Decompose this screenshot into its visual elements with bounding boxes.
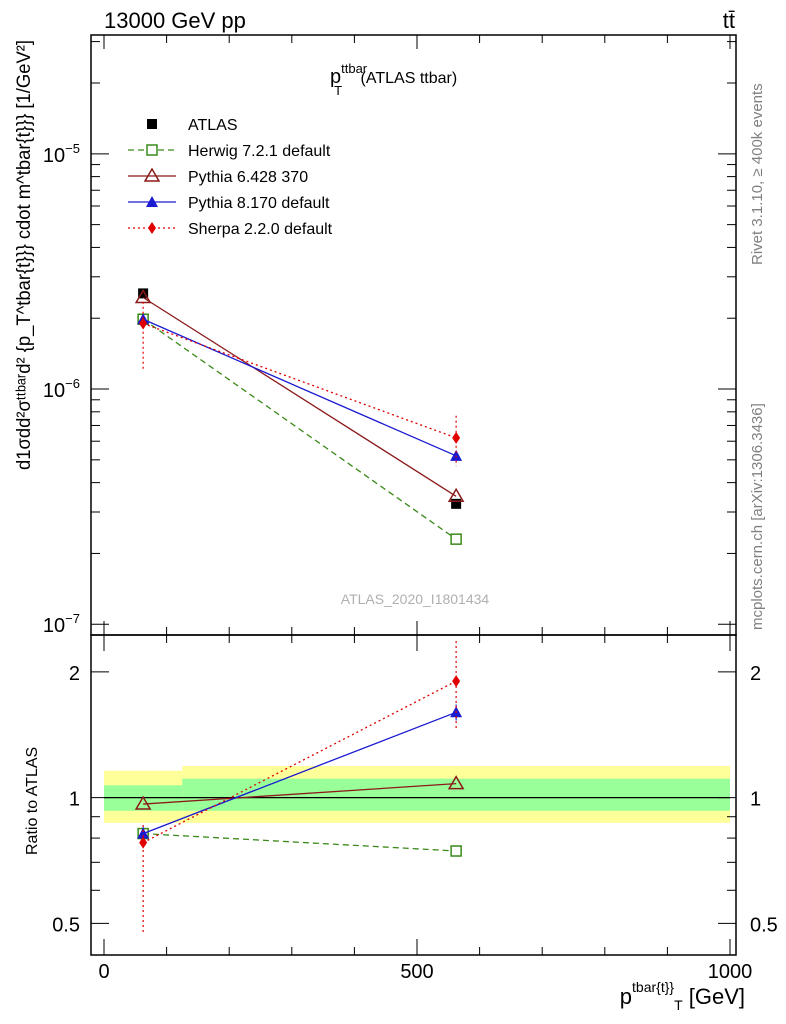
ratio-y-tick-label-right: 2 bbox=[750, 663, 761, 685]
main-title-base: p bbox=[330, 66, 341, 88]
main-sherpa-2-2-0-default-line bbox=[142, 322, 457, 439]
main-pythia-6-428-370-line bbox=[142, 296, 457, 497]
header-right-title: tt̄ bbox=[723, 8, 735, 33]
main-title: pttbar T (ATLAS ttbar) bbox=[330, 61, 457, 98]
main-y-tick-label-base: 10 bbox=[43, 615, 65, 637]
legend-herwig-7-2-1-default-label: Herwig 7.2.1 default bbox=[188, 143, 331, 160]
mcplots-label: mcplots.cern.ch [arXiv:1306.3436] bbox=[749, 403, 766, 630]
main-herwig-7-2-1-default-line bbox=[142, 318, 457, 540]
main-y-tick-label-base: 10 bbox=[43, 145, 65, 167]
legend-pythia-8-170-default-marker bbox=[146, 196, 158, 207]
ratio-ylabel: Ratio to ATLAS bbox=[24, 747, 41, 855]
ratio-pythia-6-428-370-line bbox=[143, 782, 457, 805]
main-y-tick-label: 10−5 bbox=[43, 141, 80, 167]
ratio-y-tick-label-right: 1 bbox=[750, 789, 761, 811]
legend-atlas-label: ATLAS bbox=[188, 117, 238, 134]
main-y-tick-label: 10−6 bbox=[43, 376, 80, 402]
main-y-tick-label-exp: −7 bbox=[65, 611, 80, 626]
ratio-sherpa-2-2-0-default-line bbox=[142, 680, 457, 844]
legend-pythia-8-170-default-label: Pythia 8.170 default bbox=[188, 195, 330, 212]
main-y-tick-label-base: 10 bbox=[43, 380, 65, 402]
main-sherpa-2-2-0-default-point bbox=[139, 317, 148, 330]
main-y-tick-label-exp: −6 bbox=[65, 376, 80, 391]
main-title-suffix: (ATLAS ttbar) bbox=[356, 70, 457, 87]
ratio-pythia-8-170-default-point bbox=[137, 827, 150, 839]
header-left-title: 13000 GeV pp bbox=[104, 8, 246, 33]
x-axis-title-mid: } bbox=[669, 979, 674, 995]
ratio-pythia-8-170-default-line bbox=[142, 711, 457, 835]
legend-pythia-6-428-370-label: Pythia 6.428 370 bbox=[188, 169, 308, 186]
main-title-sub: T bbox=[334, 83, 342, 98]
ratio-series-layer bbox=[134, 641, 465, 935]
main-pythia-8-170-default-point bbox=[450, 449, 463, 461]
legend-sherpa-2-2-0-default-label: Sherpa 2.2.0 default bbox=[188, 221, 333, 238]
ratio-panel: 0.5 0.5 1 1 2 2 0 500 1000 Ratio to ATLAS ptbar{… bbox=[24, 634, 778, 1013]
legend-pythia-6-428-370-marker bbox=[143, 167, 161, 182]
legend-atlas-marker bbox=[147, 119, 157, 129]
x-tick-label: 0 bbox=[98, 961, 109, 983]
ratio-herwig-7-2-1-default-line bbox=[143, 832, 457, 852]
x-axis-title-unit: [GeV] bbox=[683, 984, 745, 1009]
ratio-pythia-6-428-370-point bbox=[447, 775, 465, 790]
ratio-y-tick-label-right: 0.5 bbox=[750, 914, 778, 936]
ratio-y-tick-label: 2 bbox=[69, 663, 80, 685]
main-watermark: ATLAS_2020_I1801434 bbox=[341, 591, 490, 607]
x-axis-title: ptbar{t}}T [GeV] bbox=[620, 979, 745, 1013]
ratio-ticks-layer: 0.5 0.5 1 1 2 2 0 500 1000 bbox=[52, 635, 778, 983]
main-series-layer bbox=[134, 288, 465, 545]
main-y-tick-label-exp: −5 bbox=[65, 141, 80, 156]
ratio-frame bbox=[90, 634, 737, 956]
legend: ATLAS Herwig 7.2.1 default Pythia 6.428 37… bbox=[128, 117, 333, 238]
main-sherpa-2-2-0-default-point bbox=[452, 431, 461, 444]
legend-herwig-7-2-1-default-marker bbox=[146, 144, 158, 156]
rivet-label: Rivet 3.1.10, ≥ 400k events bbox=[749, 83, 766, 265]
main-y-tick-label: 10−7 bbox=[43, 611, 80, 637]
main-ylabel: d1σdd²σᵗᵗᵇᵃʳd² {p_T^tbar{t}}} cdot m^tba… bbox=[14, 40, 35, 470]
ratio-sherpa-2-2-0-default-point bbox=[139, 836, 148, 849]
main-atlas-point bbox=[138, 288, 149, 299]
main-panel: 10−510−610−7 ATLAS_2020_I1801434 pttbar T… bbox=[14, 34, 737, 637]
main-ticks-layer: 10−510−610−7 bbox=[43, 35, 736, 637]
x-axis-title-sup: tbar{t} bbox=[632, 979, 670, 995]
main-atlas-point bbox=[451, 498, 462, 509]
x-tick-label: 1000 bbox=[708, 961, 753, 983]
ratio-band-stat bbox=[182, 778, 730, 811]
ratio-y-tick-label: 0.5 bbox=[52, 914, 80, 936]
main-herwig-7-2-1-default-point bbox=[450, 533, 462, 545]
ratio-y-tick-label: 1 bbox=[69, 789, 80, 811]
ratio-sherpa-2-2-0-default-point bbox=[452, 675, 461, 688]
x-axis-title-base: p bbox=[620, 984, 632, 1009]
main-title-sup: ttbar bbox=[341, 61, 368, 76]
x-tick-label: 500 bbox=[400, 961, 433, 983]
x-axis-title-sub: T bbox=[674, 997, 683, 1013]
ratio-herwig-7-2-1-default-point bbox=[450, 845, 462, 857]
legend-sherpa-2-2-0-default-marker bbox=[148, 222, 156, 234]
main-pythia-8-170-default-line bbox=[142, 318, 457, 457]
ratio-pythia-6-428-370-point bbox=[134, 795, 152, 810]
main-pythia-6-428-370-point bbox=[447, 487, 465, 503]
